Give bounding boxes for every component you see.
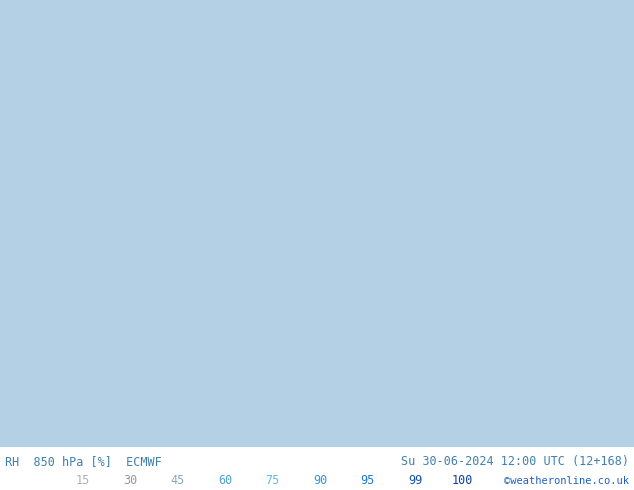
Text: 15: 15	[75, 474, 89, 487]
Text: 90: 90	[313, 474, 327, 487]
Text: 100: 100	[452, 474, 474, 487]
Text: 30: 30	[123, 474, 137, 487]
Text: 99: 99	[408, 474, 422, 487]
Text: 45: 45	[171, 474, 184, 487]
Text: ©weatheronline.co.uk: ©weatheronline.co.uk	[504, 475, 629, 486]
Text: 75: 75	[266, 474, 280, 487]
Text: 95: 95	[361, 474, 375, 487]
Text: RH  850 hPa [%]  ECMWF: RH 850 hPa [%] ECMWF	[5, 455, 162, 467]
Text: Su 30-06-2024 12:00 UTC (12+168): Su 30-06-2024 12:00 UTC (12+168)	[401, 455, 629, 467]
Text: 60: 60	[218, 474, 232, 487]
